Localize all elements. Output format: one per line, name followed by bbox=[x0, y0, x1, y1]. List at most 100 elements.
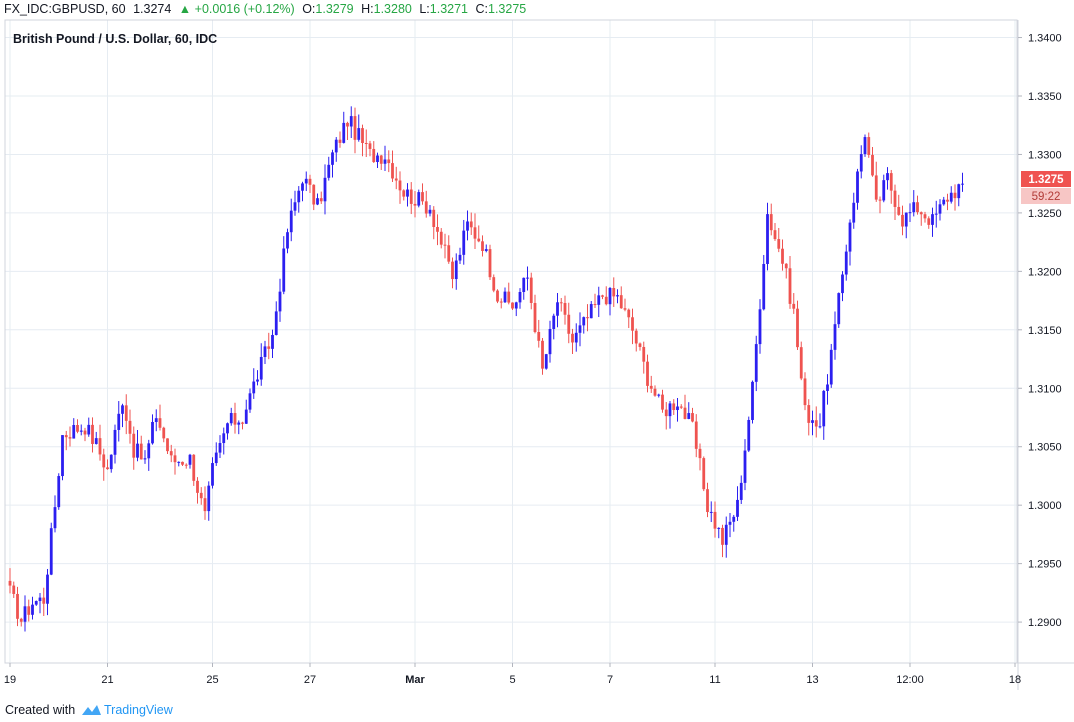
candle-body bbox=[94, 438, 98, 444]
candle-body bbox=[12, 585, 16, 594]
candle-body bbox=[668, 403, 672, 417]
price-axis[interactable]: 1.2900 1.2950 1.3000 1.3050 1.3100 1.3150 1.32… bbox=[1018, 33, 1062, 630]
candle-body bbox=[627, 309, 631, 318]
candle bbox=[447, 235, 451, 264]
candle bbox=[668, 400, 672, 429]
candle bbox=[541, 338, 544, 375]
candle-body bbox=[631, 317, 634, 331]
price-chart[interactable]: British Pound / U.S. Dollar, 60, IDC 1.2… bbox=[0, 0, 1074, 698]
candle bbox=[98, 424, 102, 461]
y-tick-label: 1.3000 bbox=[1028, 500, 1062, 512]
candle bbox=[638, 342, 642, 351]
candle-body bbox=[526, 277, 529, 279]
candle-body bbox=[462, 230, 466, 255]
candle bbox=[214, 442, 218, 466]
time-axis[interactable]: 19 21 25 27 Mar 5 7 11 13 12:00 18 bbox=[4, 663, 1021, 686]
candle bbox=[271, 329, 274, 358]
candle bbox=[207, 481, 211, 521]
candle-body bbox=[852, 202, 856, 223]
candle bbox=[556, 292, 559, 328]
candle bbox=[226, 422, 229, 440]
candle-body bbox=[713, 511, 717, 529]
candle bbox=[758, 299, 762, 354]
candle bbox=[676, 397, 679, 422]
candle-body bbox=[518, 292, 522, 303]
candle-body bbox=[109, 454, 113, 470]
candle bbox=[454, 253, 458, 290]
candle bbox=[548, 320, 552, 363]
candle bbox=[297, 186, 301, 213]
candle-body bbox=[754, 344, 758, 382]
candle-body bbox=[593, 304, 597, 306]
candle-body bbox=[346, 122, 349, 127]
tradingview-link[interactable]: TradingView bbox=[104, 703, 173, 717]
candle bbox=[323, 164, 327, 215]
candle-body bbox=[646, 361, 649, 386]
candle bbox=[143, 450, 147, 464]
candle-body bbox=[676, 406, 679, 411]
candle-body bbox=[327, 164, 331, 178]
candle-body bbox=[961, 183, 964, 185]
candle bbox=[616, 289, 619, 304]
candle-body bbox=[698, 448, 702, 459]
candle bbox=[803, 372, 807, 411]
candle-body bbox=[706, 489, 709, 513]
symbol-label[interactable]: FX_IDC:GBPUSD, 60 bbox=[4, 2, 126, 16]
candle bbox=[874, 161, 878, 202]
candle-series bbox=[8, 106, 964, 632]
y-tick-label: 1.3400 bbox=[1028, 33, 1062, 45]
last-price: 1.3274 bbox=[133, 2, 172, 16]
candle-body bbox=[803, 378, 807, 406]
candle-body bbox=[511, 302, 514, 309]
x-tick-label: 27 bbox=[304, 674, 316, 686]
candle-body bbox=[661, 394, 664, 410]
candle bbox=[492, 274, 496, 293]
candle bbox=[46, 569, 49, 616]
candle bbox=[162, 426, 166, 443]
candle bbox=[188, 453, 192, 469]
candle bbox=[466, 210, 469, 241]
candle bbox=[694, 414, 698, 458]
candle-body bbox=[132, 433, 136, 458]
candle-body bbox=[27, 606, 31, 615]
candle bbox=[619, 286, 623, 309]
tradingview-logo-icon[interactable] bbox=[81, 703, 102, 717]
candle-body bbox=[717, 527, 721, 529]
candle bbox=[912, 190, 916, 217]
candle bbox=[417, 189, 421, 208]
candle bbox=[679, 404, 683, 410]
candle-body bbox=[151, 421, 154, 444]
candle bbox=[751, 380, 754, 424]
candle-body bbox=[766, 214, 769, 264]
candle-body bbox=[413, 203, 417, 206]
candle bbox=[889, 169, 893, 204]
candle bbox=[421, 183, 424, 205]
candle bbox=[653, 385, 657, 397]
candle bbox=[237, 420, 241, 435]
candle bbox=[222, 427, 226, 455]
candle bbox=[259, 343, 263, 386]
candle-body bbox=[469, 221, 473, 228]
candle-body bbox=[53, 507, 57, 529]
candle bbox=[158, 404, 162, 431]
candle bbox=[563, 295, 567, 325]
candle-body bbox=[709, 511, 713, 513]
candle-body bbox=[211, 463, 214, 486]
candle bbox=[818, 413, 822, 429]
candle bbox=[608, 287, 612, 316]
candle-body bbox=[833, 324, 837, 350]
x-tick-label: 5 bbox=[509, 674, 515, 686]
candle bbox=[394, 166, 398, 190]
candle-body bbox=[563, 303, 567, 315]
candle-body bbox=[934, 213, 938, 215]
candle-body bbox=[784, 263, 788, 269]
candle-body bbox=[282, 248, 286, 292]
candle bbox=[139, 435, 143, 460]
candle-body bbox=[496, 290, 499, 302]
candle bbox=[458, 247, 462, 264]
candle-body bbox=[548, 328, 552, 355]
candle-body bbox=[263, 346, 267, 357]
candle bbox=[586, 304, 589, 332]
candle-body bbox=[743, 450, 747, 483]
candle bbox=[713, 501, 717, 538]
